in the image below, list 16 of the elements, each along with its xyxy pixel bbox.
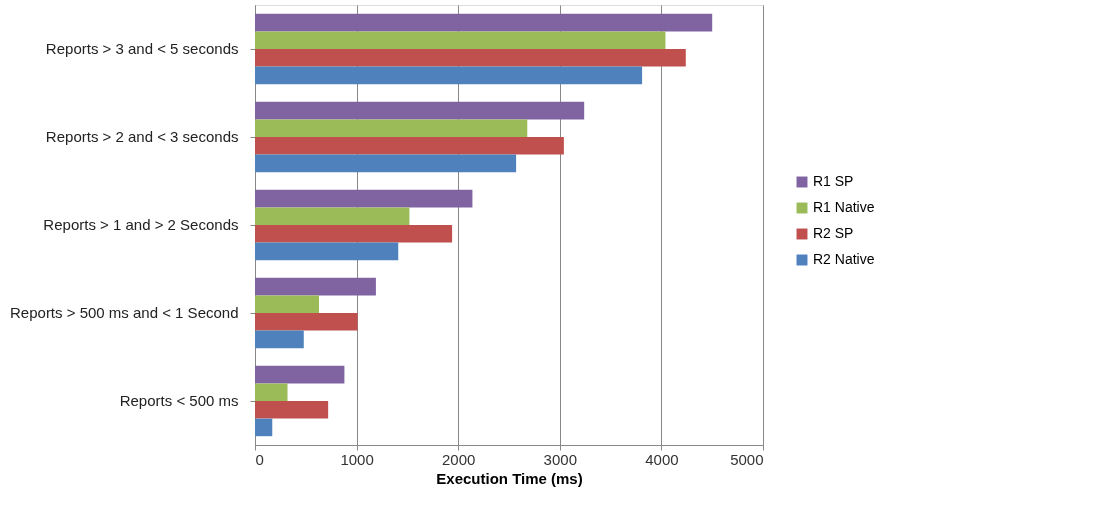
y-tick-label: Reports > 500 ms and < 1 Second <box>10 304 239 321</box>
legend-label: R1 Native <box>813 199 875 215</box>
x-axis-title: Execution Time (ms) <box>436 469 583 487</box>
x-tick-label: 2000 <box>442 450 476 468</box>
y-tick-label: Reports < 500 ms <box>119 392 239 409</box>
x-tick-label: 5000 <box>730 450 764 468</box>
legend-label: R1 SP <box>813 173 854 189</box>
legend-label: R2 SP <box>813 225 854 241</box>
legend-label: R2 Native <box>813 251 875 267</box>
x-tick-label: 3000 <box>543 450 577 468</box>
y-tick-label: Reports > 3 and < 5 seconds <box>45 40 239 57</box>
x-tick-label: 4000 <box>645 450 679 468</box>
y-tick-label: Reports > 2 and < 3 seconds <box>45 128 239 145</box>
x-tick-label: 1000 <box>340 450 374 468</box>
y-tick-label: Reports > 1 and > 2 Seconds <box>43 216 239 233</box>
x-tick-label: 0 <box>255 450 264 468</box>
